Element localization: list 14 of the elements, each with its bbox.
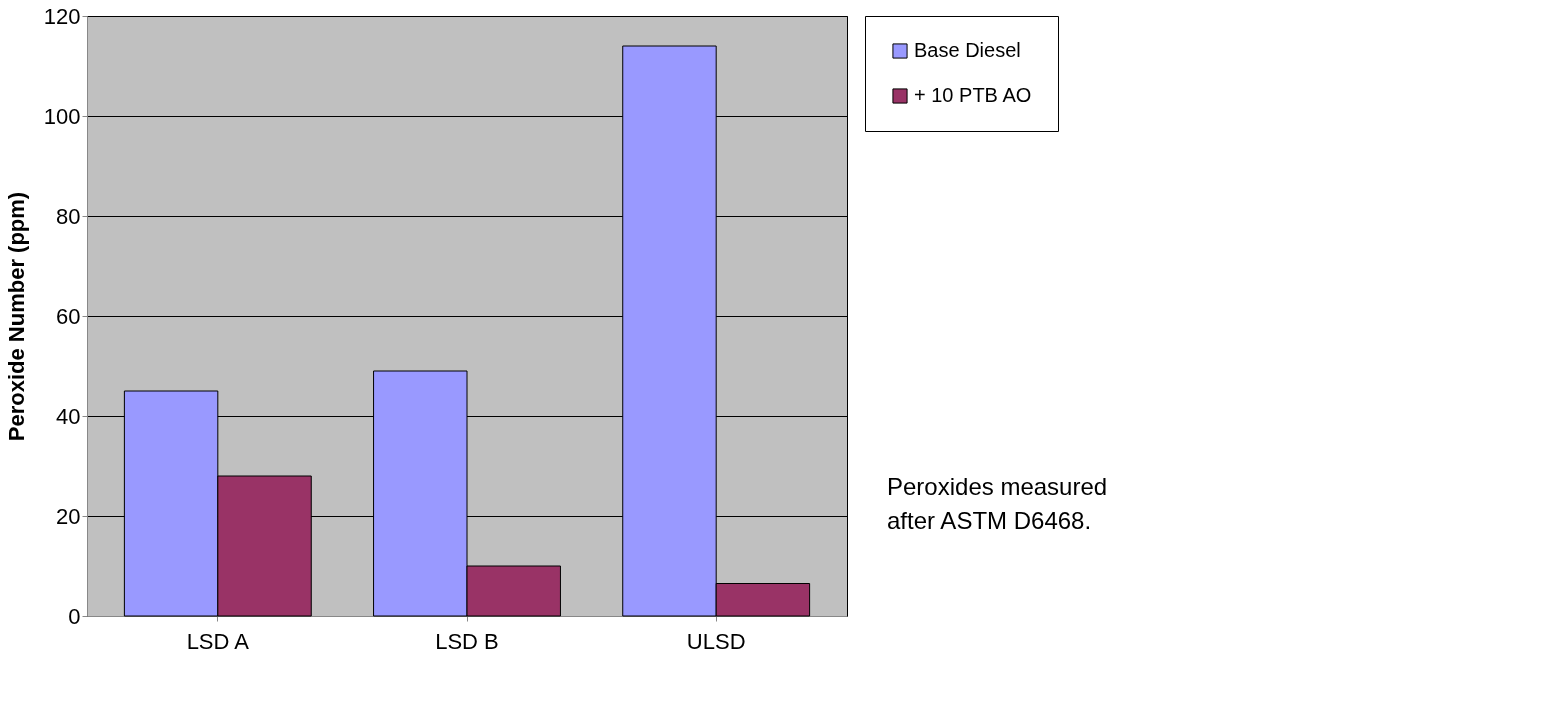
y-tick-label: 0: [68, 603, 81, 629]
legend-label: + 10 PTB AO: [914, 84, 1032, 106]
y-axis-title: Peroxide Number (ppm): [3, 191, 29, 442]
x-tick-label: LSD A: [186, 628, 250, 654]
x-tick-label: ULSD: [686, 628, 746, 654]
y-tick-label: 100: [43, 103, 81, 129]
text: Peroxides measured after ASTM D6468.: [887, 473, 1108, 534]
y-tick-label: 120: [43, 3, 81, 29]
legend-label: Base Diesel: [914, 39, 1021, 61]
y-tick-label: 40: [56, 403, 81, 429]
y-tick-label: 80: [56, 203, 81, 229]
y-tick-label: 60: [56, 303, 81, 329]
y-tick-label: 20: [56, 503, 81, 529]
x-tick-label: LSD B: [435, 628, 499, 654]
